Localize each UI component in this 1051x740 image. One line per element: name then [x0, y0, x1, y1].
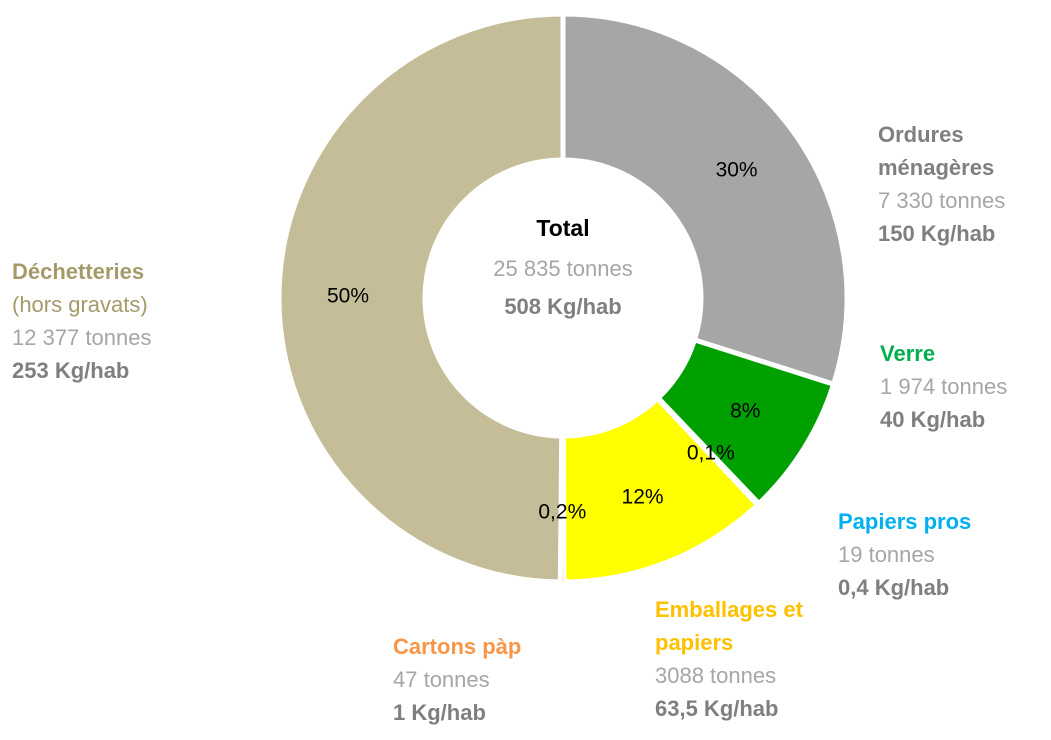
center-per-capita: 508 Kg/hab: [504, 294, 621, 319]
callout: Déchetteries (hors gravats) 12 377 tonnes 2…: [12, 255, 252, 387]
data-label: 12%: [622, 485, 664, 508]
callout: Papiers pros 19 tonnes 0,4 Kg/hab: [838, 505, 1051, 604]
category-name: Emballages et papiers: [655, 597, 803, 655]
category-per-capita: 1 Kg/hab: [393, 700, 486, 725]
slices: [276, 11, 850, 585]
donut-slice: [560, 394, 762, 585]
category-per-capita: 253 Kg/hab: [12, 358, 130, 383]
category-tonnes: 3088 tonnes: [655, 663, 777, 688]
category-tonnes: 1 974 tonnes: [880, 374, 1008, 399]
category-tonnes: 19 tonnes: [838, 542, 935, 567]
data-label: 30%: [716, 159, 758, 182]
callout: Emballages et papiers 3088 tonnes 63,5 Kg/…: [655, 593, 855, 725]
data-label: 0,1%: [687, 442, 735, 465]
center-title: Total: [536, 215, 589, 241]
category-per-capita: 63,5 Kg/hab: [655, 696, 779, 721]
category-name: Verre: [880, 341, 936, 366]
data-label: 50%: [327, 285, 369, 308]
category-tonnes: 7 330 tonnes: [878, 188, 1006, 213]
callout: Cartons pàp 47 tonnes 1 Kg/hab: [393, 630, 593, 729]
category-name: Papiers pros: [838, 509, 972, 534]
category-per-capita: 150 Kg/hab: [878, 221, 996, 246]
category-tonnes: 12 377 tonnes: [12, 325, 152, 350]
category-per-capita: 40 Kg/hab: [880, 407, 986, 432]
category-name: Déchetteries: [12, 259, 145, 284]
data-label: 8%: [730, 400, 760, 423]
center-tonnes: 25 835 tonnes: [493, 256, 632, 281]
donut-slice: [276, 11, 566, 585]
donut-slice: [560, 11, 850, 388]
callout: Verre 1 974 tonnes 40 Kg/hab: [880, 337, 1051, 436]
data-label: 0,2%: [538, 501, 586, 524]
category-name: Cartons pàp: [393, 634, 522, 659]
category-note: (hors gravats): [12, 292, 148, 317]
category-tonnes: 47 tonnes: [393, 667, 490, 692]
category-name: Ordures ménagères: [878, 122, 995, 180]
callout: Ordures ménagères 7 330 tonnes 150 Kg/hab: [878, 118, 1038, 250]
category-per-capita: 0,4 Kg/hab: [838, 575, 950, 600]
